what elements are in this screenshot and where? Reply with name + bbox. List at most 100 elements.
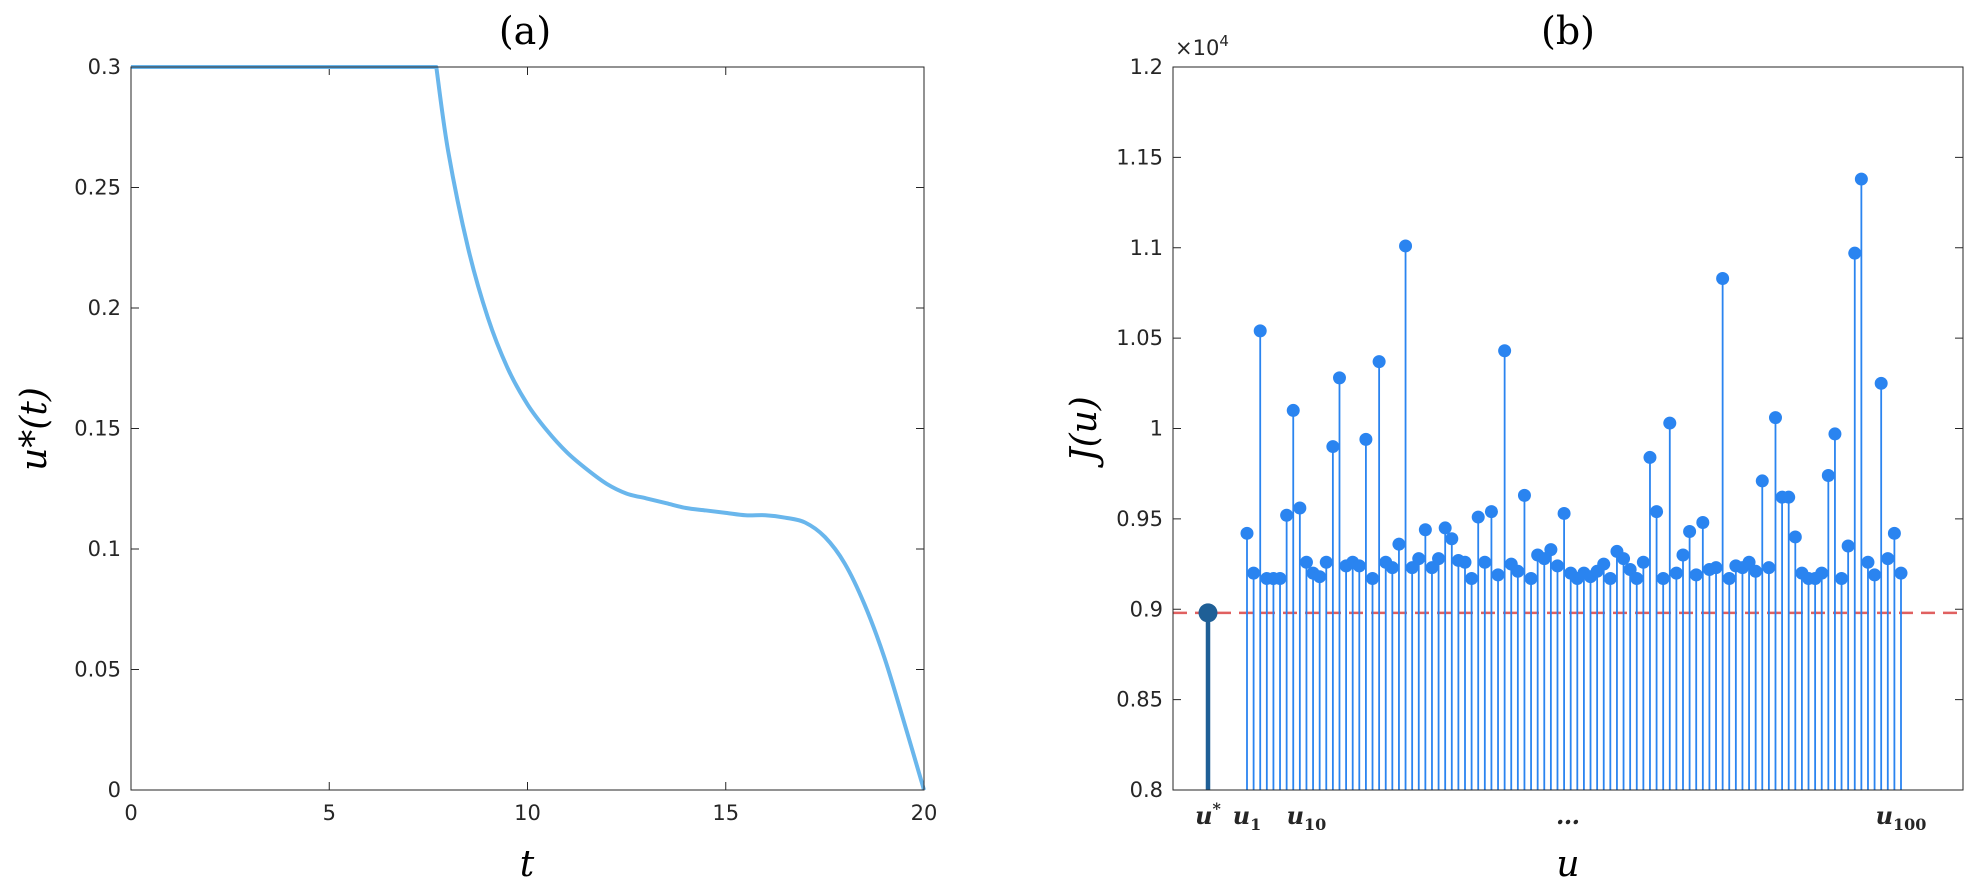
panel-b-stem-marker — [1491, 568, 1505, 582]
panel-b-stem-marker — [1782, 490, 1796, 504]
panel-a-y-tick-label: 0.15 — [74, 417, 121, 441]
panel-b-stem-marker — [1432, 552, 1446, 566]
panel-b-stem-marker — [1412, 552, 1426, 566]
panel-b-stem-marker — [1894, 566, 1908, 580]
panel-b-stem-marker — [1438, 521, 1452, 535]
panel-b-y-exponent-base: ×10 — [1175, 36, 1219, 60]
panel-b-stem-marker — [1511, 564, 1525, 578]
panel-b-stem-marker — [1544, 543, 1558, 557]
panel-b-stem-marker — [1359, 432, 1373, 446]
panel-b-stem-marker — [1630, 572, 1644, 586]
panel-b-stem-marker — [1815, 566, 1829, 580]
panel-b-stem-marker — [1484, 505, 1498, 519]
panel-b-stem-marker — [1650, 505, 1664, 519]
panel-b-stem-marker — [1247, 566, 1261, 580]
panel-b-stem-marker — [1471, 510, 1485, 524]
panel-a-line-chart: (a) 0 5 10 15 20 0 0.05 0.1 0.15 0.2 0.25 0.3 t u*(… — [14, 9, 937, 880]
panel-b-y-tick-label: 0.9 — [1130, 597, 1163, 621]
panel-b-stem-marker — [1445, 532, 1459, 546]
panel-b-stem-marker — [1755, 474, 1769, 488]
panel-b-stem-marker — [1617, 552, 1631, 566]
panel-b-stem-marker — [1399, 239, 1413, 253]
panel-b-stem-marker — [1293, 501, 1307, 515]
panel-b-stem-marker — [1273, 572, 1287, 586]
panel-a-series — [131, 65, 926, 791]
panel-b-stem-marker — [1597, 557, 1611, 571]
panel-b-stem-marker — [1425, 561, 1439, 575]
panel-b-stem-marker — [1676, 548, 1690, 562]
panel-a-title: (a) — [499, 9, 551, 53]
panel-a-y-tick-label: 0.2 — [88, 296, 121, 320]
panel-b-y-exponent: ×104 — [1175, 32, 1229, 60]
panel-b-stem-marker — [1689, 568, 1703, 582]
panel-a-y-tick-label: 0.25 — [74, 176, 121, 200]
panel-b-stem-marker — [1848, 246, 1862, 260]
panel-b-stem-marker — [1458, 555, 1472, 569]
panel-b-stem-marker — [1366, 572, 1380, 586]
panel-a-x-tick-label: 10 — [514, 801, 541, 825]
panel-b-stem-marker — [1465, 572, 1479, 586]
panel-b-stem-marker — [1405, 561, 1419, 575]
panel-a-ticks: 0 5 10 15 20 0 0.05 0.1 0.15 0.2 0.25 0.3 — [74, 55, 937, 825]
panel-b-stem-marker — [1332, 371, 1346, 385]
panel-b-stem-marker — [1517, 488, 1531, 502]
panel-a-x-tick-label: 15 — [712, 801, 739, 825]
panel-b-stem-marker — [1821, 468, 1835, 482]
panel-b-stem-marker — [1874, 376, 1888, 390]
panel-b-category-label: u* — [1195, 799, 1221, 830]
panel-b-category-label: u100 — [1876, 801, 1927, 834]
panel-b-category-label: … — [1556, 801, 1580, 830]
panel-b-stem-chart: (b) ×104 0.8 0.85 0.9 0.95 1 1.05 1.1 1.15 1.2 u… — [1064, 9, 1964, 880]
panel-b-stem-marker — [1696, 515, 1710, 529]
panel-b-stem-marker — [1478, 555, 1492, 569]
panel-a-x-axis-label: t — [520, 844, 535, 880]
panel-b-stem-marker — [1868, 568, 1882, 582]
panel-b-category-label: u1 — [1233, 801, 1262, 834]
panel-a-y-axis-label: u*(t) — [14, 387, 55, 471]
panel-b-category-label: u10 — [1287, 801, 1327, 834]
panel-b-stem-marker — [1841, 539, 1855, 553]
panel-b-optimal-marker — [1198, 603, 1218, 623]
panel-b-stem-marker — [1656, 572, 1670, 586]
panel-b-x-axis-label: u — [1556, 844, 1579, 880]
panel-b-stem-marker — [1861, 555, 1875, 569]
panel-b-stem-marker — [1716, 271, 1730, 285]
panel-b-title: (b) — [1541, 9, 1595, 53]
panel-b-stem-marker — [1385, 561, 1399, 575]
panel-b-y-tick-label: 1.2 — [1130, 55, 1163, 79]
panel-a-axes-box — [130, 66, 925, 791]
panel-b-stem-marker — [1326, 440, 1340, 454]
panel-b-stem-marker — [1828, 427, 1842, 441]
panel-b-stem-marker — [1372, 355, 1386, 369]
panel-b-axes-box — [1172, 66, 1964, 791]
panel-b-stem-marker — [1498, 344, 1512, 358]
panel-b-y-exponent-power: 4 — [1219, 32, 1229, 50]
panel-b-stem-marker — [1392, 537, 1406, 551]
panel-b-stem-marker — [1623, 562, 1637, 576]
panel-b-stem-marker — [1669, 566, 1683, 580]
panel-b-stem-marker — [1709, 561, 1723, 575]
panel-b-category-labels: u* u1 u10 … u100 — [1195, 799, 1926, 834]
panel-b-stem-marker — [1286, 403, 1300, 417]
panel-b-stem-marker — [1854, 172, 1868, 186]
panel-b-y-tick-label: 1.05 — [1116, 326, 1163, 350]
panel-b-stem-marker — [1636, 555, 1650, 569]
panel-b-stem-marker — [1253, 324, 1267, 338]
panel-b-stem-marker — [1788, 530, 1802, 544]
panel-b-stem-marker — [1881, 552, 1895, 566]
panel-a-series-line — [131, 65, 926, 791]
panel-a-x-tick-label: 5 — [323, 801, 336, 825]
panel-b-stem-marker — [1663, 416, 1677, 430]
panel-a-y-tick-label: 0.3 — [88, 55, 121, 79]
panel-b-stem-marker — [1762, 561, 1776, 575]
panel-b-stem-marker — [1240, 526, 1254, 540]
panel-b-stem-marker — [1835, 572, 1849, 586]
panel-b-stem-marker — [1768, 411, 1782, 425]
panel-a-y-tick-label: 0.05 — [74, 658, 121, 682]
panel-b-stem-marker — [1742, 555, 1756, 569]
panel-b-stem-marker — [1550, 559, 1564, 573]
panel-b-stem-marker — [1352, 559, 1366, 573]
panel-b-y-tick-label: 1.1 — [1130, 236, 1163, 260]
panel-b-y-tick-label: 1 — [1150, 417, 1163, 441]
